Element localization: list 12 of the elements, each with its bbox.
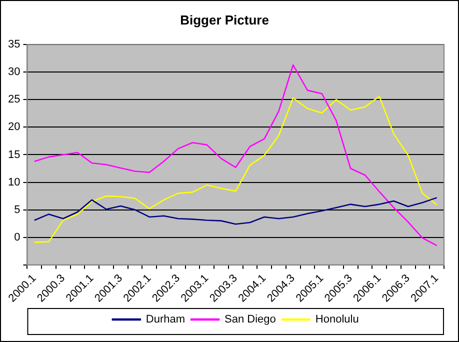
legend-label: San Diego	[224, 314, 276, 326]
y-tick-label: 35	[8, 38, 20, 51]
legend-label: Durham	[146, 314, 186, 326]
y-tick-label: 20	[8, 121, 20, 134]
legend-label: Honolulu	[315, 314, 359, 326]
y-tick-label: 0	[14, 231, 20, 244]
y-tick-label: 15	[8, 148, 20, 161]
chart-title: Bigger Picture	[180, 12, 269, 28]
y-tick-label: 5	[14, 204, 20, 216]
y-tick-label: 10	[8, 176, 20, 188]
y-tick-label: 30	[8, 66, 20, 78]
y-tick-label: 25	[8, 94, 20, 106]
